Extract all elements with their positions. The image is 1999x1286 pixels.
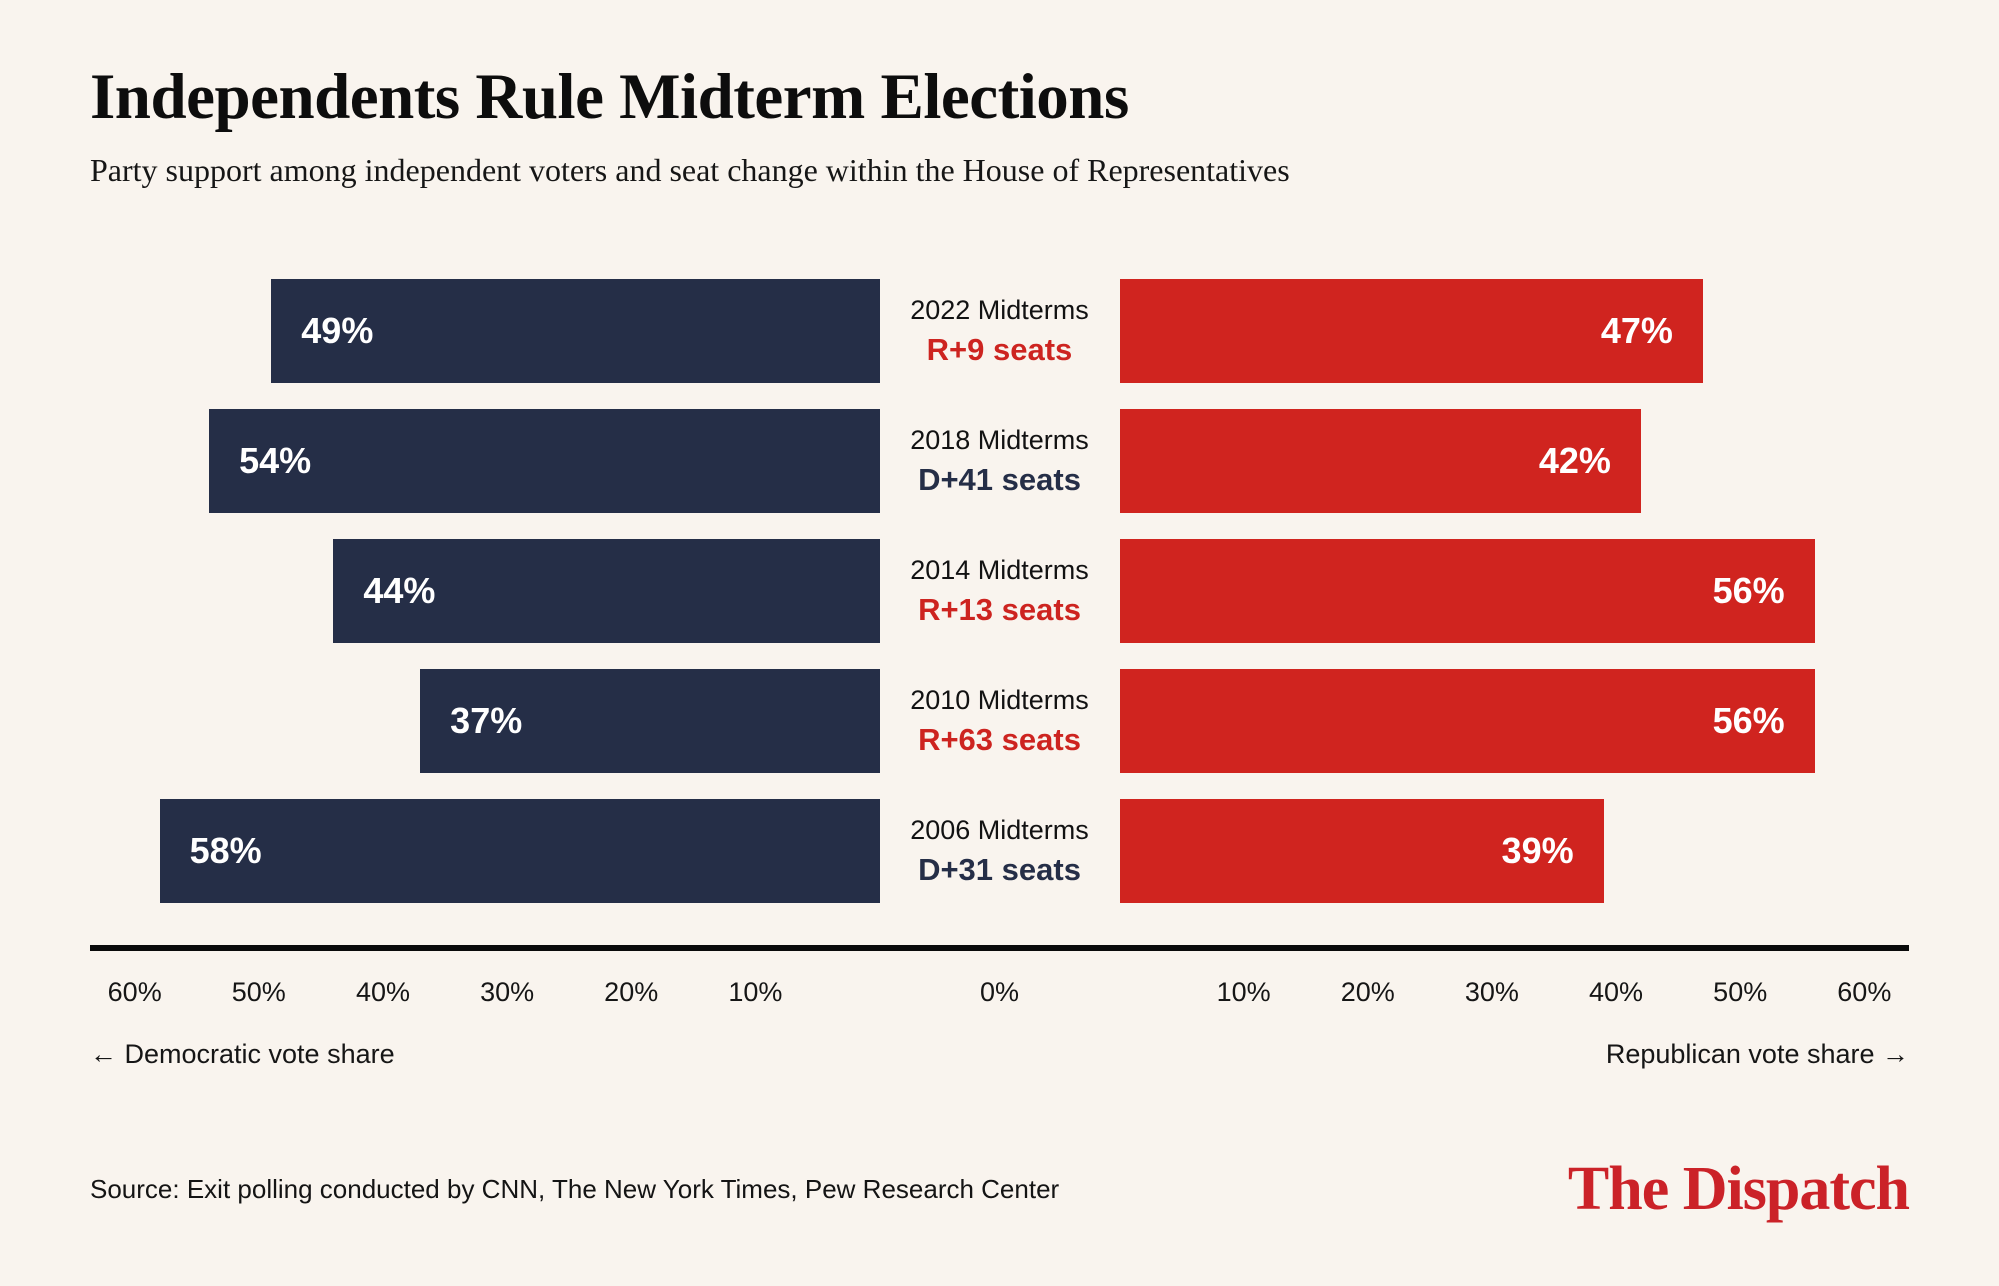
dem-bar: 49% xyxy=(271,279,880,383)
dem-bar: 37% xyxy=(420,669,880,773)
dem-tick-label: 30% xyxy=(480,977,535,1007)
row-label: 2022 Midterms R+9 seats xyxy=(880,279,1120,383)
rep-bar-area: 56% xyxy=(1119,539,1910,643)
rep-tick-label: 60% xyxy=(1837,977,1892,1007)
rep-bar-value: 42% xyxy=(1538,440,1611,481)
rep-tick-label: 20% xyxy=(1340,977,1395,1007)
row-label: 2006 Midterms D+31 seats xyxy=(880,799,1120,903)
page-title: Independents Rule Midterm Elections xyxy=(90,61,1129,133)
source-note: Source: Exit polling conducted by CNN, T… xyxy=(90,1174,1060,1204)
dem-bar-value: 37% xyxy=(450,700,523,741)
dem-bar-area: 37% xyxy=(90,669,880,773)
dem-tick-label: 40% xyxy=(355,977,411,1007)
row-seat-change-label: D+41 seats xyxy=(918,461,1081,497)
zero-tick-label: 0% xyxy=(979,977,1020,1007)
chart-rows: 49% 2022 Midterms R+9 seats 47% 54% 2018 Midt… xyxy=(90,279,1909,903)
row-seat-change-label: R+9 seats xyxy=(926,331,1073,367)
dem-bar-value: 58% xyxy=(189,830,262,871)
diverging-bar-chart: 49% 2022 Midterms R+9 seats 47% 54% 2018 Midt… xyxy=(90,279,1909,1070)
row-year-label: 2022 Midterms xyxy=(910,294,1089,325)
row-year-label: 2006 Midterms xyxy=(910,814,1089,845)
rep-bar: 42% xyxy=(1119,409,1641,513)
rep-bar: 39% xyxy=(1119,799,1604,903)
dem-bar: 44% xyxy=(333,539,880,643)
dem-bar-area: 54% xyxy=(90,409,880,513)
rep-bar-area: 56% xyxy=(1119,669,1910,773)
row-label: 2010 Midterms R+63 seats xyxy=(880,669,1120,773)
rep-bar-value: 39% xyxy=(1501,830,1574,871)
row-label: 2014 Midterms R+13 seats xyxy=(880,539,1120,643)
dem-bar-area: 58% xyxy=(90,799,880,903)
dem-axis-label: ← Democratic vote share xyxy=(90,1039,395,1069)
row-year-label: 2014 Midterms xyxy=(910,554,1089,585)
row-seat-change-label: R+13 seats xyxy=(918,591,1081,627)
row-seat-change-label: R+63 seats xyxy=(918,721,1081,757)
row-year-label: 2010 Midterms xyxy=(910,684,1089,715)
rep-bar-area: 39% xyxy=(1119,799,1910,903)
dem-bar-value: 44% xyxy=(363,570,436,611)
rep-tick-label: 40% xyxy=(1588,977,1644,1007)
chart-row: 58% 2006 Midterms D+31 seats 39% xyxy=(90,799,1909,903)
x-axis-ticks: 10% 20% 30% 40% 50% 60% 0% 10% 20% 30% 40% 50% 60% xyxy=(90,977,1909,1009)
dem-bar-area: 44% xyxy=(90,539,880,643)
axis-direction-labels: ← Democratic vote share Republican vote … xyxy=(90,1039,1909,1070)
dem-bar-value: 49% xyxy=(301,310,374,351)
page-subtitle: Party support among independent voters a… xyxy=(90,152,1290,188)
chart-row: 49% 2022 Midterms R+9 seats 47% xyxy=(90,279,1909,383)
rep-tick-label: 30% xyxy=(1464,977,1519,1007)
chart-row: 54% 2018 Midterms D+41 seats 42% xyxy=(90,409,1909,513)
rep-bar: 47% xyxy=(1119,279,1703,383)
rep-bar: 56% xyxy=(1119,669,1815,773)
rep-tick-label: 50% xyxy=(1713,977,1768,1007)
rep-tick-label: 10% xyxy=(1216,977,1271,1007)
dispatch-logo: The Dispatch xyxy=(1567,1155,1910,1223)
dem-bar-value: 54% xyxy=(239,440,312,481)
x-axis-line xyxy=(90,945,1909,951)
row-seat-change-label: D+31 seats xyxy=(918,851,1081,887)
row-year-label: 2018 Midterms xyxy=(910,424,1089,455)
rep-bar-area: 42% xyxy=(1119,409,1910,513)
dem-tick-label: 50% xyxy=(231,977,286,1007)
dem-tick-label: 60% xyxy=(107,977,162,1007)
rep-bar-area: 47% xyxy=(1119,279,1910,383)
rep-axis-ticks: 10% 20% 30% 40% 50% 60% xyxy=(1120,977,1910,1009)
row-label: 2018 Midterms D+41 seats xyxy=(880,409,1120,513)
dem-bar: 58% xyxy=(159,799,880,903)
dem-tick-label: 20% xyxy=(604,977,659,1007)
dem-axis-ticks: 10% 20% 30% 40% 50% 60% xyxy=(90,977,880,1009)
rep-bar: 56% xyxy=(1119,539,1815,643)
rep-bar-value: 56% xyxy=(1712,570,1785,611)
rep-bar-value: 47% xyxy=(1600,310,1673,351)
chart-footer: Source: Exit polling conducted by CNN, T… xyxy=(90,1154,1910,1225)
dem-bar-area: 49% xyxy=(90,279,880,383)
chart-row: 37% 2010 Midterms R+63 seats 56% xyxy=(90,669,1909,773)
rep-axis-label: Republican vote share → xyxy=(1605,1039,1909,1069)
rep-bar-value: 56% xyxy=(1712,700,1785,741)
chart-row: 44% 2014 Midterms R+13 seats 56% xyxy=(90,539,1909,643)
dem-bar: 54% xyxy=(209,409,880,513)
dem-tick-label: 10% xyxy=(728,977,783,1007)
